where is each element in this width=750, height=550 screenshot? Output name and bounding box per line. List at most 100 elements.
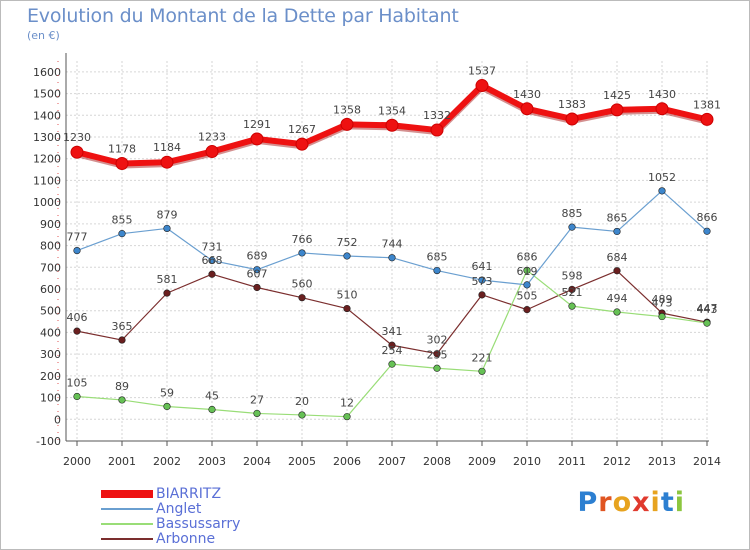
legend-label-bassussarry: Bassussarry: [156, 516, 241, 532]
data-point-arbonne: [478, 291, 486, 299]
data-label-bassussarry: 89: [115, 380, 129, 393]
data-point-bassussarry: [523, 266, 531, 274]
legend-item-anglet: Anglet: [101, 502, 301, 517]
data-label-anglet: 879: [157, 208, 178, 221]
data-point-anglet: [118, 230, 126, 238]
data-label-bassussarry: 235: [427, 348, 448, 361]
legend-swatch-arbonne: [101, 538, 153, 540]
y-tick-label: 0: [54, 413, 61, 426]
data-label-anglet: 641: [472, 260, 493, 273]
data-point-biarritz: [205, 145, 219, 159]
data-point-bassussarry: [388, 360, 396, 368]
data-point-anglet: [613, 227, 621, 236]
y-tick-label: 400: [40, 326, 61, 339]
data-point-bassussarry: [163, 402, 171, 411]
y-tick-label: 800: [40, 240, 61, 253]
proxiti-logo: Proxiti: [577, 487, 685, 518]
y-tick-label: 600: [40, 283, 61, 296]
data-point-bassussarry: [703, 319, 711, 327]
data-label-biarritz: 1184: [153, 141, 181, 154]
data-point-biarritz: [250, 132, 264, 146]
data-point-bassussarry: [613, 308, 621, 316]
data-point-bassussarry: [298, 411, 306, 419]
data-label-arbonne: 365: [112, 320, 133, 333]
y-tick-label: 1000: [33, 196, 61, 209]
data-label-anglet: 689: [247, 250, 268, 263]
data-label-bassussarry: 105: [67, 376, 88, 389]
data-point-biarritz: [160, 155, 174, 169]
data-point-anglet: [568, 223, 576, 231]
data-label-anglet: 777: [67, 231, 88, 244]
data-point-anglet: [703, 227, 711, 235]
y-tick-label: 1200: [33, 153, 61, 166]
data-label-anglet: 885: [562, 207, 583, 220]
legend-label-biarritz: BIARRITZ: [156, 486, 222, 502]
legend-swatch-biarritz: [101, 490, 153, 498]
data-point-arbonne: [208, 270, 216, 278]
data-label-anglet: 865: [607, 211, 628, 224]
data-point-anglet: [253, 266, 261, 274]
data-point-anglet: [343, 252, 351, 260]
data-label-bassussarry: 27: [250, 393, 264, 406]
x-tick-label: 2000: [63, 455, 91, 468]
data-label-anglet: 1052: [648, 171, 676, 184]
data-label-biarritz: 1430: [513, 88, 541, 101]
data-label-bassussarry: 254: [382, 344, 403, 357]
data-label-arbonne: 406: [67, 311, 88, 324]
legend-label-anglet: Anglet: [156, 501, 202, 517]
y-tick-label: 900: [40, 218, 61, 231]
data-point-biarritz: [70, 145, 84, 159]
data-label-biarritz: 1230: [63, 131, 91, 144]
data-label-biarritz: 1358: [333, 103, 361, 116]
data-point-biarritz: [340, 117, 354, 131]
data-point-arbonne: [298, 294, 306, 302]
y-tick-label: 200: [40, 370, 61, 383]
data-label-arbonne: 573: [472, 275, 493, 288]
data-label-biarritz: 1291: [243, 118, 271, 131]
data-point-anglet: [658, 187, 666, 195]
data-label-arbonne: 489: [652, 293, 673, 306]
x-tick-label: 2013: [648, 455, 676, 468]
data-point-anglet: [433, 266, 441, 275]
data-point-anglet: [73, 246, 81, 255]
data-label-anglet: 685: [427, 251, 448, 264]
x-tick-label: 2007: [378, 455, 406, 468]
x-tick-label: 2011: [558, 455, 586, 468]
data-label-arbonne: 598: [562, 269, 583, 282]
y-tick-label: 700: [40, 261, 61, 274]
data-point-arbonne: [118, 336, 126, 344]
data-point-bassussarry: [343, 413, 351, 421]
data-point-arbonne: [73, 327, 81, 335]
data-label-biarritz: 1233: [198, 131, 226, 144]
data-point-arbonne: [343, 304, 351, 313]
data-label-arbonne: 447: [697, 302, 718, 315]
data-label-bassussarry: 473: [652, 297, 673, 310]
data-point-arbonne: [433, 350, 441, 358]
y-tick-label: 1400: [33, 109, 61, 122]
data-label-anglet: 866: [697, 211, 718, 224]
data-label-bassussarry: 12: [340, 397, 354, 410]
data-point-bassussarry: [208, 405, 216, 414]
legend-item-bassussarry: Bassussarry: [101, 517, 301, 532]
data-point-biarritz: [385, 118, 399, 132]
data-point-biarritz: [295, 137, 309, 151]
data-label-biarritz: 1425: [603, 89, 631, 102]
data-point-bassussarry: [658, 312, 666, 321]
data-label-biarritz: 1267: [288, 123, 316, 136]
data-point-arbonne: [613, 267, 621, 275]
x-tick-label: 2002: [153, 455, 181, 468]
data-label-anglet: 855: [112, 214, 133, 227]
legend-item-arbonne: Arbonne: [101, 532, 301, 547]
x-tick-label: 2004: [243, 455, 271, 468]
data-point-biarritz: [565, 112, 579, 126]
data-point-biarritz: [475, 79, 489, 93]
data-point-biarritz: [430, 123, 444, 137]
data-label-bassussarry: 521: [562, 286, 583, 299]
data-point-anglet: [388, 254, 396, 262]
data-label-biarritz: 1381: [693, 98, 721, 111]
data-label-bassussarry: 221: [472, 351, 493, 364]
data-point-biarritz: [115, 156, 129, 170]
x-tick-label: 2003: [198, 455, 226, 468]
